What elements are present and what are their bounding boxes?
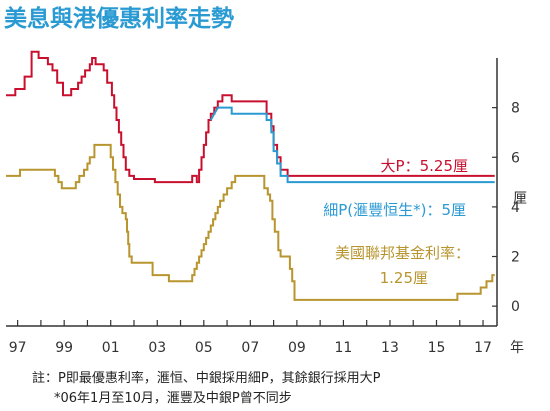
x-tick-label: 03 xyxy=(148,340,166,356)
series-line-big-p xyxy=(6,50,495,184)
series-line-fed-rate xyxy=(6,143,495,301)
series-label-fed-rate: 美國聯邦基金利率： xyxy=(335,244,470,262)
series-line-small-p xyxy=(209,106,495,184)
x-tick-label: 11 xyxy=(335,340,353,356)
y-axis-label: 厘 xyxy=(513,191,527,207)
x-tick-label: 99 xyxy=(55,340,73,356)
y-tick-label: 0 xyxy=(511,299,520,315)
series-label-small-p: 細P(滙豐恒生*)：5厘 xyxy=(323,201,466,219)
x-tick-label: 17 xyxy=(474,340,492,356)
footnote-line-1: 註：P即最優惠利率，滙恒、中銀採用細P，其餘銀行採用大P xyxy=(32,370,381,386)
x-tick-label: 15 xyxy=(428,340,446,356)
series-label-big-p: 大P：5.25厘 xyxy=(381,157,468,175)
x-tick-label: 05 xyxy=(195,340,213,356)
y-tick-label: 2 xyxy=(511,250,520,266)
footnote-line-2: *06年1月至10月，滙豐及中銀P曾不同步 xyxy=(54,391,292,406)
x-tick-label: 01 xyxy=(102,340,120,356)
series-lines xyxy=(6,50,495,301)
x-tick-label: 13 xyxy=(381,340,399,356)
y-tick-label: 6 xyxy=(511,150,520,166)
x-axis-label: 年 xyxy=(510,340,524,356)
x-axis-ticks: 97 99 01 03 05 07 09 11 13 15 17 xyxy=(9,320,492,356)
y-axis-ticks: 0 2 4 6 8 xyxy=(492,101,520,315)
x-tick-label: 97 xyxy=(9,340,27,356)
series-label-fed-rate-value: 1.25厘 xyxy=(380,269,428,287)
y-tick-label: 4 xyxy=(511,200,520,216)
x-tick-label: 09 xyxy=(288,340,306,356)
y-tick-label: 8 xyxy=(511,101,520,117)
chart-title: 美息與港優惠利率走勢 xyxy=(4,5,234,32)
x-tick-label: 07 xyxy=(241,340,259,356)
